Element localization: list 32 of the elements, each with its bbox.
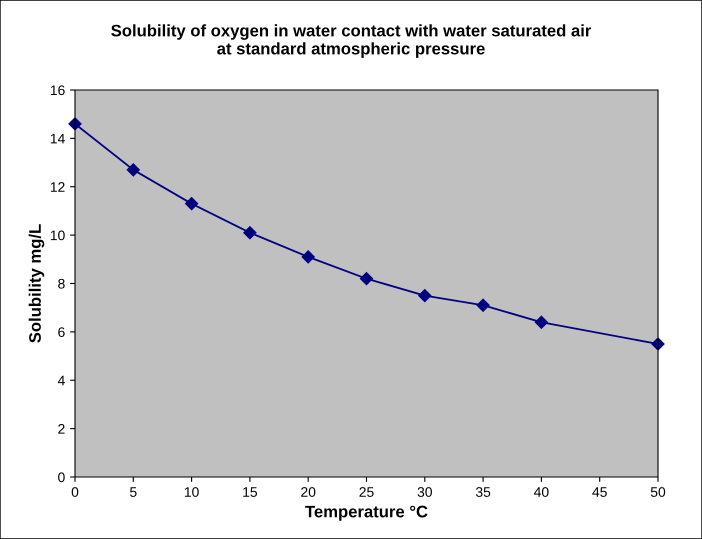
point — [534, 316, 548, 329]
x-tick-label: 0 — [72, 487, 78, 497]
x-tick-label: 20 — [301, 487, 316, 497]
y-tick-label: 14 — [50, 134, 65, 144]
x-tick-label: 50 — [650, 487, 666, 497]
x-tick-label: 10 — [184, 487, 199, 497]
point — [418, 289, 432, 302]
x-axis-title: Temperature °C — [305, 506, 428, 521]
x-tick-label: 15 — [243, 487, 258, 497]
y-tick-label: 4 — [58, 376, 65, 386]
y-tick-label: 10 — [50, 230, 65, 240]
x-tick-label: 5 — [130, 487, 137, 497]
y-axis-title: Solubility mg/L — [28, 224, 44, 343]
chart-title: Solubility of oxygen in water contact with water saturated air at standard atmospheric pressure — [111, 24, 592, 58]
x-tick-label: 45 — [592, 487, 607, 497]
point — [185, 197, 198, 210]
y-tick-label: 12 — [50, 182, 65, 192]
point — [126, 163, 140, 176]
point — [302, 250, 315, 264]
x-tick-label: 25 — [359, 487, 374, 497]
y-tick-label: 8 — [58, 278, 65, 289]
y-tick-label: 16 — [50, 85, 65, 96]
point — [476, 298, 490, 312]
point — [243, 226, 256, 240]
y-tick-label: 2 — [58, 424, 65, 434]
x-tick-label: 30 — [418, 487, 432, 497]
point — [360, 272, 374, 286]
x-tick-label: 40 — [534, 487, 549, 497]
y-tick-label: 0 — [58, 472, 65, 482]
x-tick-label: 35 — [476, 487, 490, 497]
point — [68, 117, 82, 130]
y-tick-label: 6 — [58, 327, 65, 338]
